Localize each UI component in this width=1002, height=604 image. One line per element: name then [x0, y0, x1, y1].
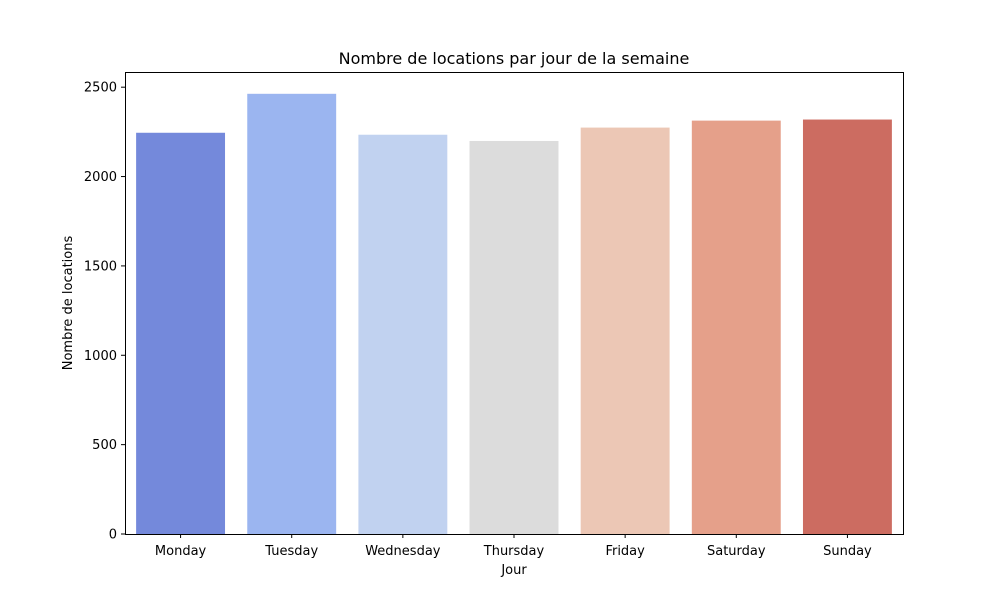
y-tick-label: 2500: [84, 81, 117, 96]
bar-friday: [580, 127, 670, 534]
plot-area: [136, 93, 892, 534]
y-axis: 0 500 1000 1500 2000 2500: [84, 81, 125, 543]
y-tick-label: 500: [92, 438, 117, 453]
bar-sunday: [802, 119, 892, 534]
x-tick-label: Tuesday: [264, 544, 318, 559]
x-tick-label: Friday: [605, 544, 645, 559]
bar-saturday: [691, 120, 781, 534]
x-tick-label: Saturday: [707, 544, 766, 559]
bar-monday: [136, 132, 226, 534]
chart-title: Nombre de locations par jour de la semai…: [339, 49, 690, 68]
y-tick-label: 2000: [84, 170, 117, 185]
x-axis: Monday Tuesday Wednesday Thursday Friday Satu…: [155, 534, 872, 559]
y-tick-label: 1000: [84, 349, 117, 364]
y-tick-label: 1500: [84, 259, 117, 274]
y-axis-label: Nombre de locations: [61, 236, 76, 371]
bar-wednesday: [358, 134, 448, 534]
x-axis-label: Jour: [500, 563, 527, 578]
bar-thursday: [469, 140, 559, 534]
y-tick-label: 0: [109, 528, 117, 543]
x-tick-label: Wednesday: [365, 544, 441, 559]
bar-tuesday: [247, 93, 337, 534]
x-tick-label: Monday: [155, 544, 207, 559]
x-tick-label: Sunday: [823, 544, 872, 559]
x-tick-label: Thursday: [483, 544, 545, 559]
